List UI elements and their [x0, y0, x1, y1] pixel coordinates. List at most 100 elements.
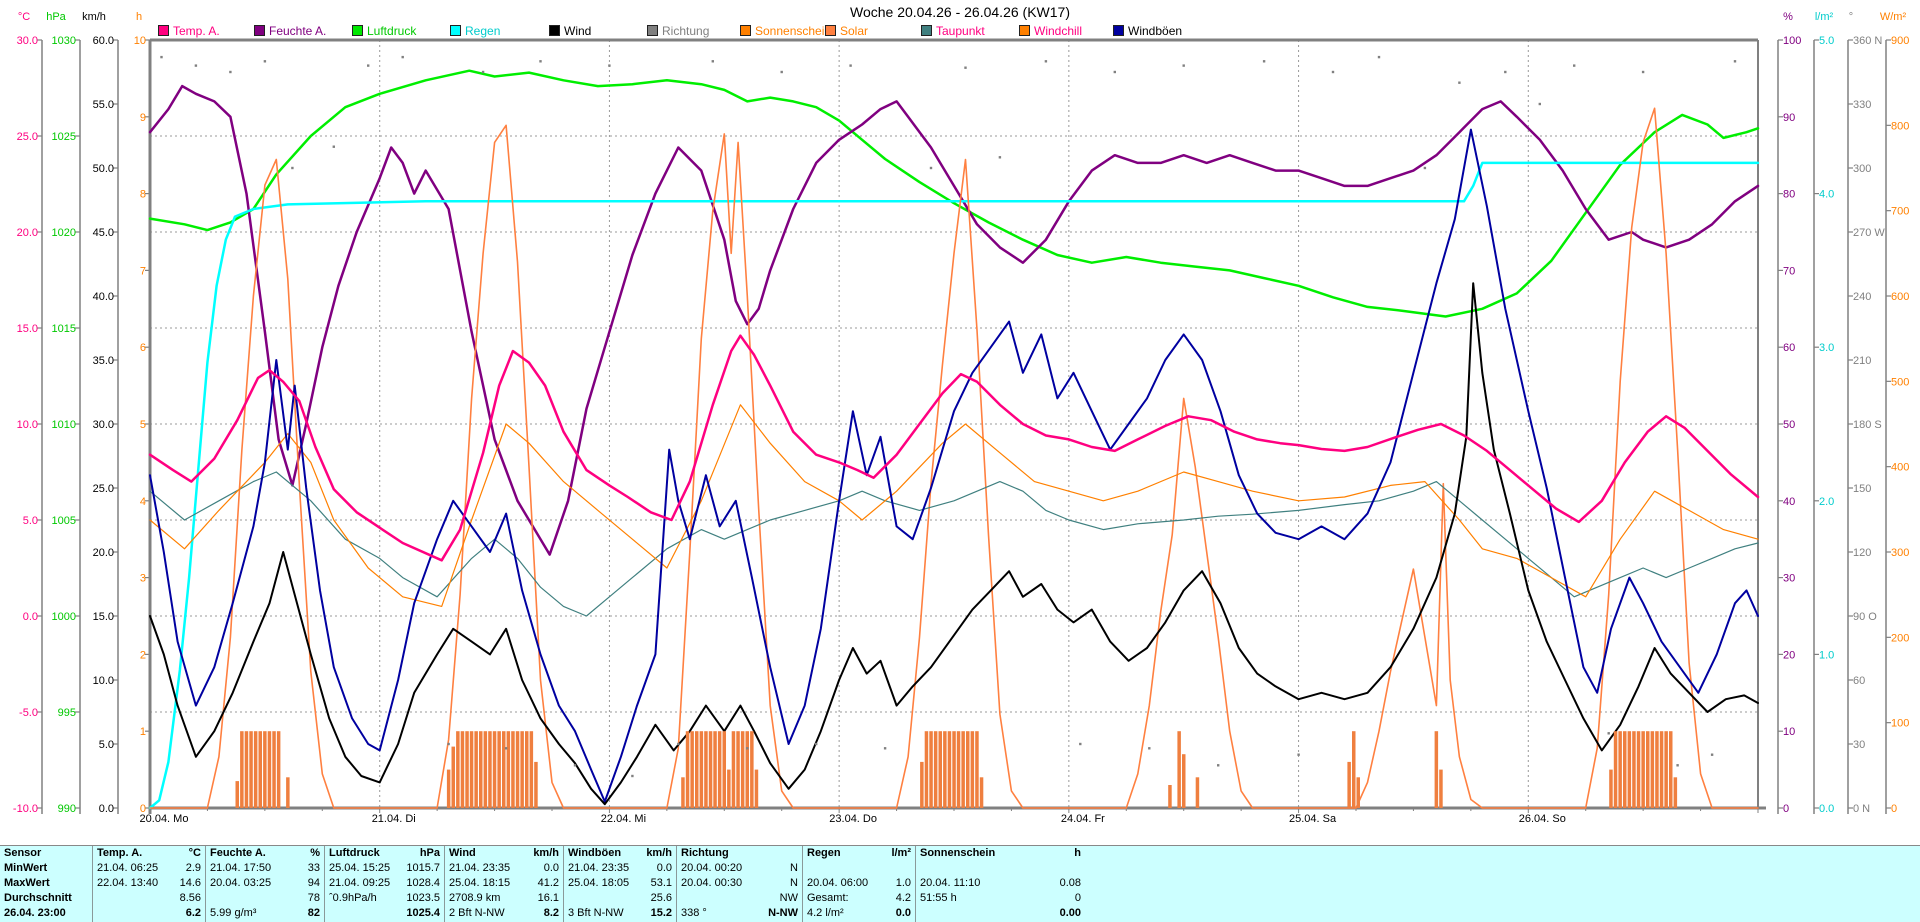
series-sonnenschein-bar	[943, 731, 947, 808]
legend-label: Richtung	[662, 24, 710, 38]
series-sonnenschein-bar	[1439, 769, 1443, 808]
stats-cell-left: MinWert	[4, 862, 48, 874]
axis-label-wm2: 300	[1891, 547, 1909, 559]
axis-label-deg: 90 O	[1853, 611, 1877, 623]
stats-cell: Regen l/m²	[803, 846, 915, 861]
series-richtung-dot	[998, 156, 1002, 159]
axis-label-deg: 180 S	[1853, 419, 1882, 431]
stats-cell: 2708.9 km 16.1	[445, 891, 563, 906]
axis-label-wm2: 200	[1891, 632, 1909, 644]
stats-col-temp-a-: Temp. A. °C 21.04. 06:25 2.9 22.04. 13:40 14.…	[92, 846, 205, 922]
stats-cell: Wind km/h	[445, 846, 563, 861]
series-sonnenschein-bar	[469, 731, 474, 808]
series-sonnenschein-bar	[938, 731, 942, 808]
stats-cell-right: N-NW	[768, 907, 798, 919]
stats-cell-left: 26.04. 23:00	[4, 907, 66, 919]
stats-cell: 8.56	[93, 891, 205, 906]
stats-cell-left: 20.04. 00:30	[681, 877, 743, 889]
x-axis-label: 25.04. Sa	[1289, 813, 1337, 825]
stats-cell-right	[78, 891, 88, 906]
series-sonnenschein-bar	[497, 731, 501, 808]
stats-cell-left: 3 Bft N-NW	[568, 907, 624, 919]
series-richtung-dot	[1182, 64, 1185, 67]
legend-item-solar: Solar	[825, 24, 868, 38]
stats-cell-left: 338 °	[681, 907, 707, 919]
series-taupunkt-line	[149, 471, 1759, 617]
series-sonnenschein-bar	[1636, 731, 1641, 808]
stats-cell: 21.04. 06:25 2.9	[93, 861, 205, 876]
axis-label-hPa: 1010	[52, 419, 76, 431]
series-windb-en-line	[149, 128, 1759, 803]
axis-label-tempC: 15.0	[17, 323, 38, 335]
series-sonnenschein-bar	[1356, 777, 1360, 808]
series-solar-line	[149, 107, 1759, 809]
legend-label: Luftdruck	[367, 24, 417, 38]
weather-chart-svg: 20.04. Mo 21.04. Di 22.04. Mi 23.04. Do 24.0…	[13, 11, 1909, 825]
axis-label-h: 4	[140, 496, 146, 508]
stats-cell-left: Sensor	[4, 847, 42, 859]
series-richtung-dot	[1044, 60, 1048, 63]
series-richtung-dot	[1733, 60, 1737, 63]
series-sonnenschein-bar	[286, 777, 290, 808]
series-sonnenschein-bar	[924, 731, 929, 808]
series-richtung-dot	[332, 145, 335, 148]
stats-cell-right: 0.08	[1059, 877, 1081, 889]
series-sonnenschein-bar	[534, 761, 538, 808]
stats-cell-left: 20.04. 00:20	[681, 862, 743, 874]
stats-cell: 0.00	[916, 906, 1085, 921]
axis-label-kmh: 40.0	[93, 291, 114, 303]
series-sonnenschein-bar	[244, 731, 249, 808]
axis-label-pct: 90	[1783, 112, 1795, 124]
axis-label-h: 9	[140, 112, 146, 124]
series-sonnenschein-bar	[253, 731, 258, 808]
x-axis-label: 23.04. Do	[829, 813, 877, 825]
stats-cell: Durchschnitt	[0, 891, 92, 906]
series-richtung-dot	[367, 64, 370, 67]
axis-label-kmh: 45.0	[93, 227, 114, 239]
stats-cell-right: 41.2	[537, 877, 559, 889]
series-sonnenschein-bar	[1352, 731, 1356, 808]
stats-cell-left: Durchschnitt	[4, 892, 72, 904]
stats-cell: NW	[677, 891, 802, 906]
stats-cell: 25.6	[564, 891, 676, 906]
series-sonnenschein-bar	[920, 761, 924, 808]
axis-label-hPa: 990	[58, 803, 76, 815]
axis-label-tempC: 30.0	[17, 35, 38, 47]
axis-label-pct: 0	[1783, 803, 1789, 815]
stats-cell: 21.04. 09:25 1028.4	[325, 876, 444, 891]
series-sonnenschein-bar	[1650, 731, 1655, 808]
series-sonnenschein-bar	[272, 731, 276, 808]
stats-table: Sensor MinWert MaxWert Durchschnitt 26.04. 2…	[0, 845, 1920, 922]
stats-cell-left: Windböen	[568, 847, 622, 859]
series-sonnenschein-bar	[933, 731, 938, 808]
legend-item-wind: Wind	[549, 24, 591, 38]
stats-cell: 25.04. 18:05 53.1	[564, 876, 676, 891]
stats-cell: 22.04. 13:40 14.6	[93, 876, 205, 891]
stats-cell-left: 5.99 g/m³	[210, 907, 257, 919]
axis-label-tempC: 10.0	[17, 419, 38, 431]
stats-cell: 26.04. 23:00	[0, 906, 92, 921]
stats-cell-right: N	[790, 862, 798, 874]
series-sonnenschein-bar	[929, 731, 933, 808]
stats-cell-left: 21.04. 06:25	[97, 862, 159, 874]
series-sonnenschein-bar	[456, 731, 460, 808]
legend-swatch	[352, 25, 363, 36]
stats-cell: 2 Bft N-NW 8.2	[445, 906, 563, 921]
stats-cell-right: 0.00	[1059, 907, 1081, 919]
series-wind-line	[149, 282, 1759, 806]
legend-swatch	[921, 25, 932, 36]
stats-cell-right: 8.56	[179, 892, 201, 904]
stats-cell: Sonnenschein h	[916, 846, 1085, 861]
stats-cell-right	[72, 906, 88, 921]
axis-label-deg: 360 N	[1853, 35, 1882, 47]
axis-label-kmh: 5.0	[99, 739, 114, 751]
stats-cell	[916, 861, 1085, 876]
axis-label-tempC: 20.0	[17, 227, 38, 239]
legend-item-regen: Regen	[450, 24, 500, 38]
series-sonnenschein-bar	[966, 731, 970, 808]
series-richtung-dot	[746, 747, 749, 750]
series-richtung-dot	[263, 60, 267, 63]
stats-cell: 21.04. 23:35 0.0	[564, 861, 676, 876]
series-sonnenschein-bar	[488, 731, 492, 808]
